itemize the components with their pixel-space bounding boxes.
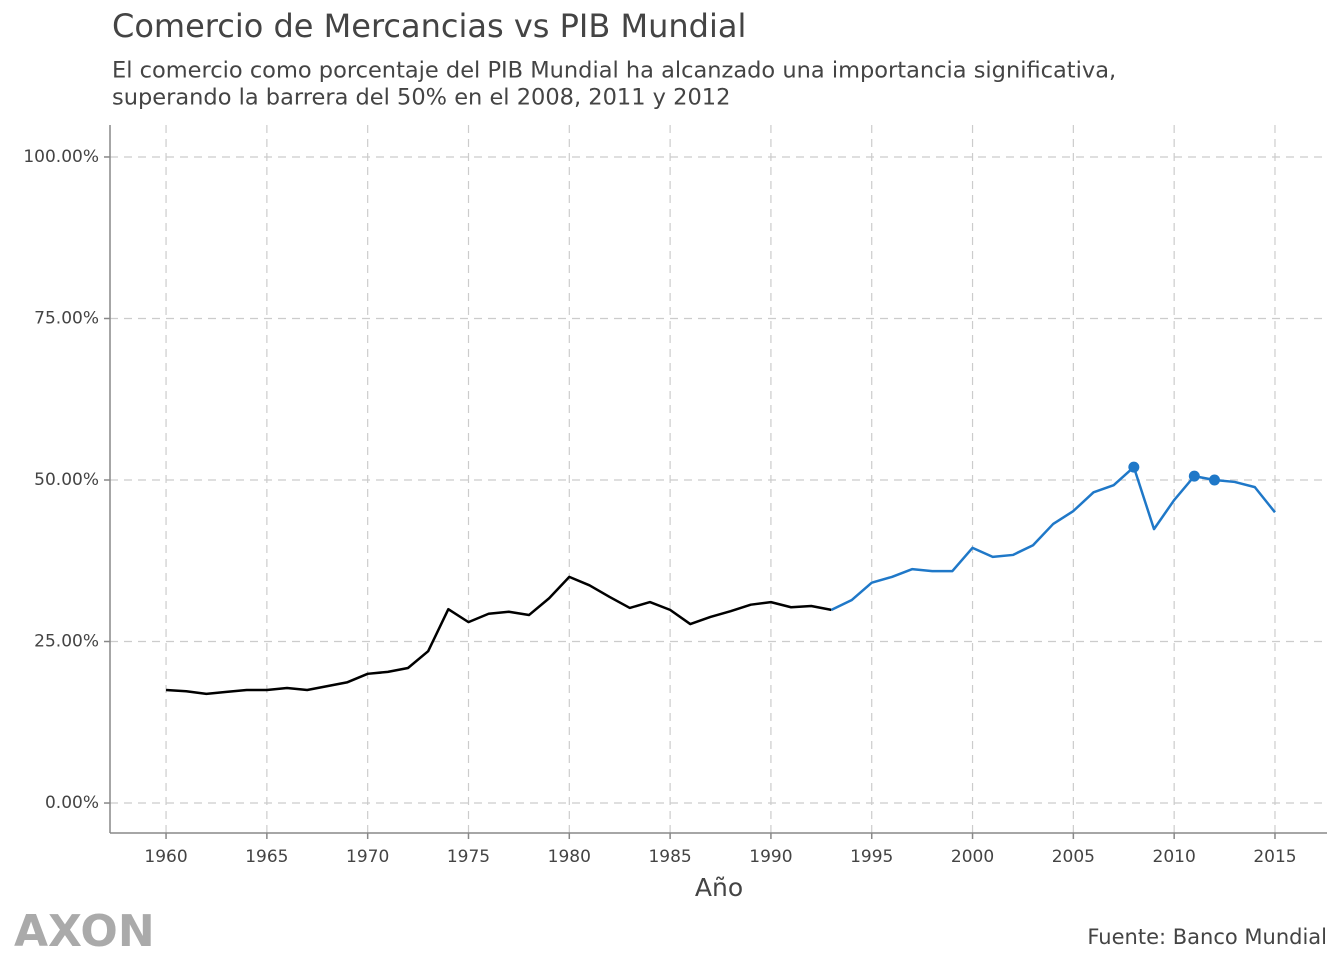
x-tick-label: 2000 bbox=[951, 847, 994, 867]
y-tick-label: 100.00% bbox=[23, 147, 99, 167]
line bbox=[165, 575, 832, 696]
x-tick-label: 2010 bbox=[1153, 847, 1196, 867]
x-tick-label: 1990 bbox=[749, 847, 792, 867]
x-tick-label: 1965 bbox=[245, 847, 288, 867]
x-tick-label: 1970 bbox=[346, 847, 389, 867]
chart-subtitle: superando la barrera del 50% en el 2008,… bbox=[112, 85, 730, 111]
x-tick-label: 2015 bbox=[1253, 847, 1296, 867]
line bbox=[830, 465, 1276, 611]
chart-subtitle: El comercio como porcentaje del PIB Mund… bbox=[112, 58, 1116, 84]
x-tick-label: 1960 bbox=[144, 847, 187, 867]
x-tick-label: 2005 bbox=[1052, 847, 1095, 867]
y-tick-label: 75.00% bbox=[34, 308, 99, 328]
y-tick-label: 0.00% bbox=[45, 793, 99, 813]
y-tick-label: 25.00% bbox=[34, 632, 99, 652]
highlight-point bbox=[1208, 474, 1220, 486]
highlight-point bbox=[1188, 470, 1200, 482]
x-axis-title: Año bbox=[695, 873, 743, 902]
highlight-point bbox=[1128, 461, 1140, 473]
x-tick-label: 1995 bbox=[850, 847, 893, 867]
x-tick-label: 1985 bbox=[648, 847, 691, 867]
x-tick-label: 1980 bbox=[548, 847, 591, 867]
source: Fuente: Banco Mundial bbox=[1087, 925, 1327, 949]
chart-title: Comercio de Mercancias vs PIB Mundial bbox=[112, 7, 746, 45]
x-tick-label: 1975 bbox=[447, 847, 490, 867]
y-tick-label: 50.00% bbox=[34, 470, 99, 490]
logo: AXON bbox=[14, 906, 155, 957]
